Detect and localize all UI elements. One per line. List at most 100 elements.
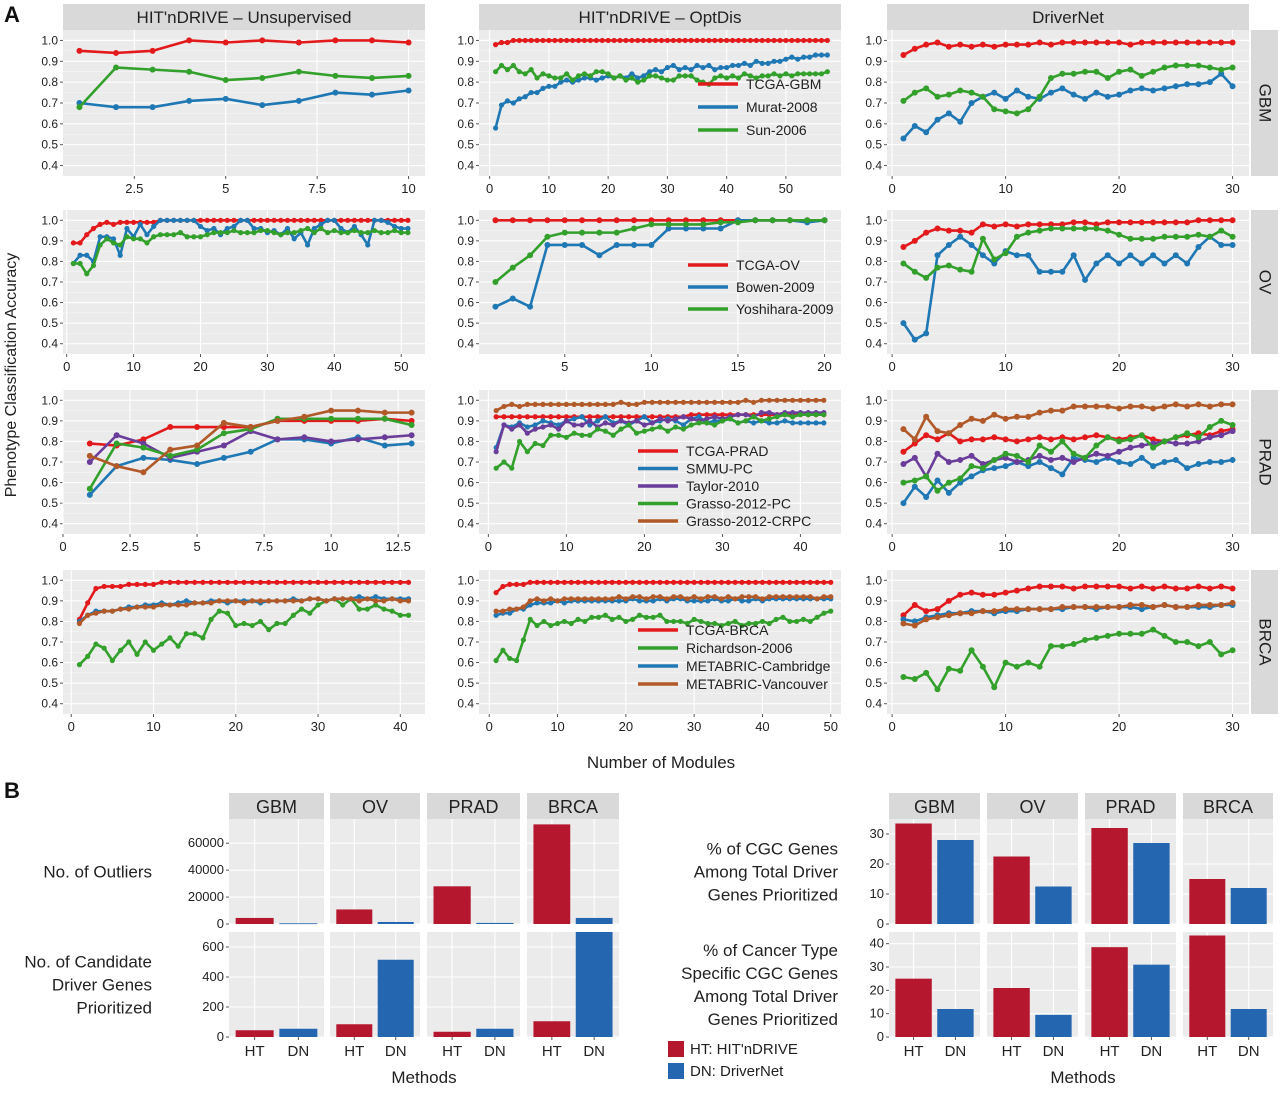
data-point [758, 410, 765, 416]
data-point [664, 77, 671, 83]
data-point [821, 420, 827, 426]
data-point [746, 620, 752, 627]
data-point [1229, 647, 1236, 654]
data-point [595, 596, 602, 602]
data-point [408, 417, 415, 424]
data-point [700, 221, 707, 228]
data-point [680, 414, 687, 420]
data-point [97, 242, 103, 248]
y-tick-label: 0.9 [865, 414, 882, 428]
data-point [1206, 39, 1213, 46]
data-point [144, 219, 150, 225]
data-point [298, 606, 305, 612]
data-point [1047, 225, 1054, 232]
data-point [151, 234, 157, 240]
y-tick-label: 0.9 [457, 234, 474, 248]
data-point [676, 67, 682, 73]
data-point [579, 241, 586, 248]
data-point [664, 579, 670, 585]
data-point [631, 241, 638, 248]
row-label-line: Specific CGC Genes [681, 964, 838, 983]
data-point [968, 415, 975, 422]
data-point [1013, 110, 1020, 117]
data-point [824, 52, 830, 58]
data-point [801, 71, 807, 77]
plot-background [330, 819, 420, 924]
bar-facet-brca-row-1: HT DN [1183, 932, 1273, 1060]
data-point [1059, 268, 1066, 275]
data-point [84, 232, 90, 238]
x-tick-label: 12.5 [386, 539, 411, 554]
data-point [725, 598, 731, 604]
data-point [522, 37, 528, 44]
data-point [636, 579, 643, 585]
data-point [664, 596, 670, 602]
data-point [1127, 436, 1134, 443]
x-tick-label: DN [1141, 1043, 1163, 1060]
data-point [555, 426, 562, 432]
data-point [688, 37, 694, 44]
data-point [900, 479, 907, 486]
data-point [211, 217, 217, 223]
data-point [1047, 221, 1054, 228]
data-point [241, 620, 247, 627]
data-point [85, 653, 91, 660]
series-tcga-brca [76, 579, 412, 622]
data-point [540, 85, 546, 91]
y-tick-label: 0.6 [457, 656, 474, 670]
data-point [934, 436, 941, 443]
data-point [1150, 405, 1157, 412]
data-point [307, 579, 313, 585]
data-point [794, 618, 800, 625]
data-point [979, 93, 986, 100]
data-point [1025, 41, 1032, 48]
data-point [700, 64, 706, 71]
bar-dn [279, 1028, 318, 1037]
data-point [331, 596, 338, 602]
data-point [957, 227, 964, 234]
data-point [766, 620, 772, 627]
data-point [1036, 663, 1043, 670]
data-point [282, 598, 288, 604]
data-point [186, 97, 193, 104]
data-point [789, 37, 795, 44]
data-point [712, 37, 718, 44]
data-point [758, 418, 765, 424]
legend-label: Richardson-2006 [686, 640, 793, 656]
y-tick-label: 0.6 [865, 117, 882, 131]
data-point [739, 622, 745, 629]
data-point [231, 223, 237, 230]
y-tick-label: 200 [202, 999, 224, 1014]
legend-brca: TCGA-BRCARichardson-2006METABRIC-Cambrid… [638, 622, 831, 692]
data-point [698, 618, 704, 625]
x-tick-label: 5 [561, 359, 568, 374]
data-point [1036, 409, 1043, 416]
data-point [1161, 64, 1168, 71]
data-point [247, 448, 254, 455]
data-point [328, 407, 335, 414]
bar-ht [336, 909, 373, 924]
data-point [934, 428, 941, 435]
data-point [729, 62, 736, 69]
data-point [1206, 217, 1213, 224]
data-point [528, 67, 534, 73]
data-point [1229, 217, 1236, 224]
data-point [618, 426, 624, 432]
data-point [717, 225, 724, 232]
data-point [765, 37, 771, 44]
data-point [979, 41, 986, 48]
data-point [231, 227, 237, 234]
data-point [1116, 39, 1123, 46]
data-point [345, 217, 351, 223]
data-point [356, 598, 362, 604]
x-tick-label: HT [245, 1043, 265, 1060]
data-point [408, 421, 415, 428]
data-point [1206, 601, 1213, 608]
data-point [657, 594, 663, 600]
data-point [266, 579, 272, 585]
bar-dn [476, 1028, 514, 1037]
data-point [258, 227, 264, 234]
data-point [751, 420, 757, 426]
data-point [611, 75, 617, 81]
data-point [561, 596, 567, 602]
